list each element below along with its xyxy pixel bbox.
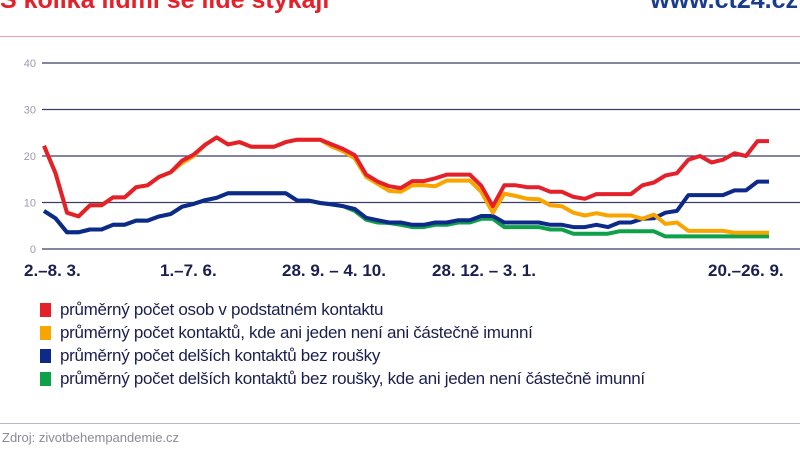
- legend-label: průměrný počet osob v podstatném kontakt…: [60, 299, 384, 319]
- site-logo-text[interactable]: www.ct24.cz: [650, 0, 798, 14]
- x-tick-label: 28. 9. – 4. 10.: [282, 261, 386, 280]
- legend-item: průměrný počet delších kontaktů bez rouš…: [40, 367, 645, 390]
- footer-divider: [0, 423, 800, 424]
- line-chart: 0 10 20 30 40 2.–8. 3. 1.–7. 6. 28. 9. – 4. 10.…: [24, 58, 800, 280]
- y-tick-label: 30: [24, 105, 36, 117]
- legend-swatch: [40, 348, 51, 363]
- x-tick-label: 2.–8. 3.: [24, 261, 81, 280]
- source-note: Zdroj: zivotbehempandemie.cz: [2, 430, 180, 445]
- legend-item: průměrný počet delších kontaktů bez rouš…: [40, 344, 645, 367]
- header-divider: [0, 36, 800, 37]
- y-tick-label: 20: [24, 151, 36, 163]
- chart-title: S kolika lidmi se lidé stýkají: [0, 0, 330, 14]
- series-line-1: [42, 135, 769, 219]
- legend: průměrný počet osob v podstatném kontakt…: [40, 298, 645, 390]
- y-tick-label: 10: [24, 198, 36, 210]
- legend-label: průměrný počet delších kontaktů bez rouš…: [60, 345, 381, 365]
- legend-label: průměrný počet delších kontaktů bez rouš…: [60, 368, 645, 388]
- legend-label: průměrný počet kontaktů, kde ani jeden n…: [60, 322, 533, 342]
- legend-item: průměrný počet osob v podstatném kontakt…: [40, 298, 645, 321]
- y-tick-label: 0: [30, 244, 36, 256]
- x-tick-label: 1.–7. 6.: [160, 261, 217, 280]
- legend-swatch: [40, 302, 51, 317]
- legend-item: průměrný počet kontaktů, kde ani jeden n…: [40, 321, 645, 344]
- x-tick-label: 20.–26. 9.: [708, 261, 784, 280]
- legend-swatch: [40, 371, 51, 386]
- legend-swatch: [40, 325, 51, 340]
- y-tick-label: 40: [24, 58, 36, 70]
- x-tick-label: 28. 12. – 3. 1.: [432, 261, 536, 280]
